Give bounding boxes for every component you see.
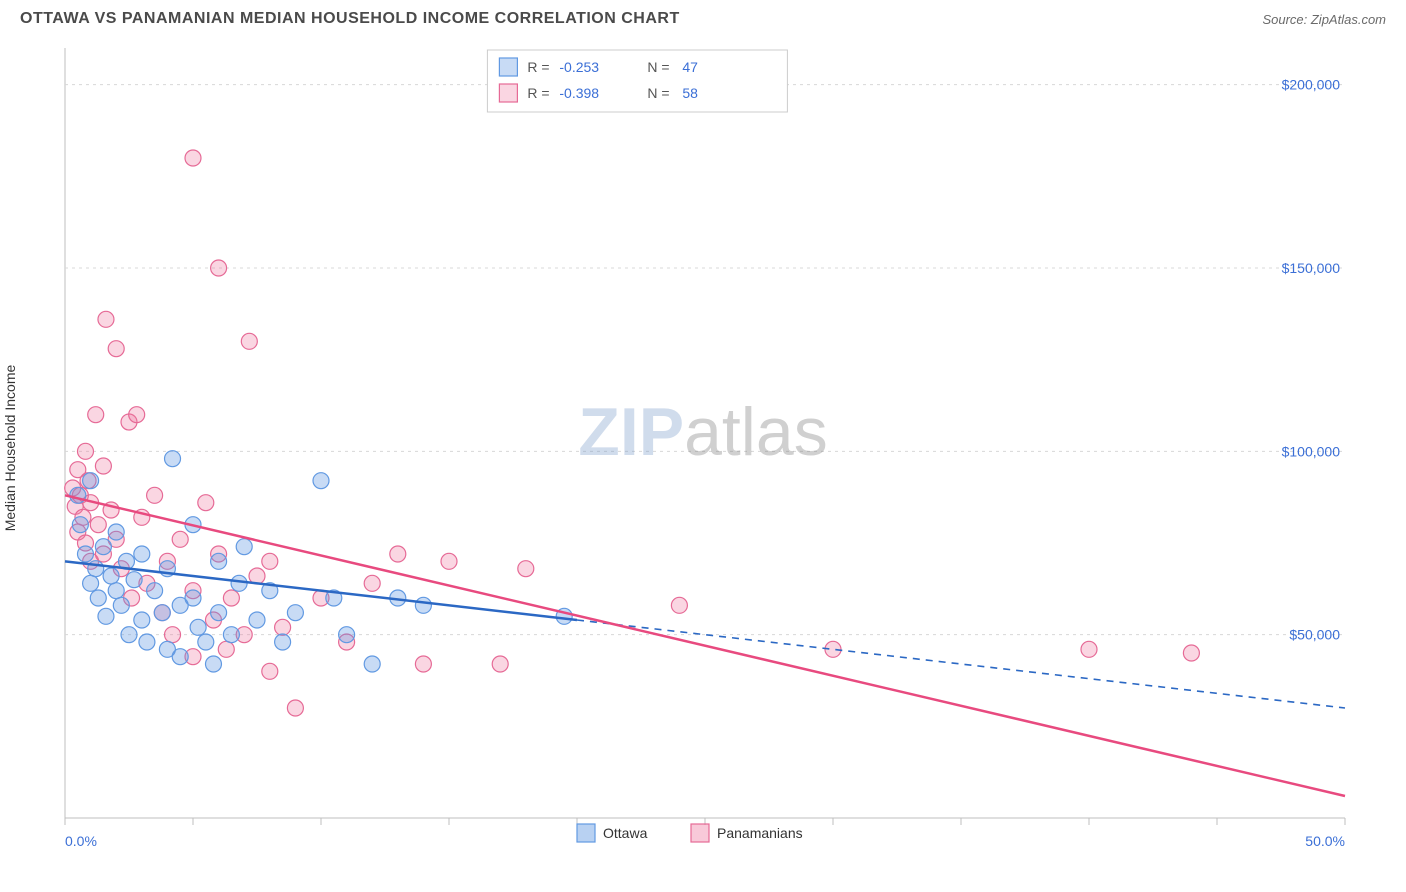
scatter-point [518,561,534,577]
legend-n-label: N = [647,85,669,101]
chart-source: Source: ZipAtlas.com [1262,12,1386,27]
scatter-point [129,407,145,423]
scatter-point [236,539,252,555]
legend-r-label: R = [527,85,549,101]
scatter-point [211,605,227,621]
scatter-point [98,608,114,624]
trend-line [65,495,1345,796]
scatter-point [83,473,99,489]
chart-area: Median Household Income ZIPatlas $50,000… [20,38,1386,858]
scatter-point [313,473,329,489]
scatter-point [390,546,406,562]
scatter-chart: $50,000 $100,000 $150,000 $200,000 0.0% 50.0%… [20,38,1386,868]
y-tick-label: $200,000 [1282,77,1341,93]
scatter-point [190,619,206,635]
scatter-point [83,575,99,591]
legend-swatch [691,824,709,842]
scatter-point [77,443,93,459]
scatter-point [671,597,687,613]
scatter-point [231,575,247,591]
scatter-point [90,517,106,533]
scatter-point [147,583,163,599]
scatter-point [95,458,111,474]
scatter-point [364,656,380,672]
scatter-point [275,634,291,650]
scatter-point [108,341,124,357]
scatter-point [172,649,188,665]
legend-n-value: 47 [682,59,698,75]
legend-swatch [577,824,595,842]
scatter-point [492,656,508,672]
scatter-point [154,605,170,621]
legend-series-label: Panamanians [717,825,803,841]
scatter-point [172,531,188,547]
scatter-point [108,524,124,540]
scatter-point [249,612,265,628]
trend-line [65,561,577,620]
scatter-point [223,627,239,643]
scatter-point [165,451,181,467]
scatter-point [121,627,137,643]
legend-swatch [499,84,517,102]
y-tick-label: $50,000 [1289,627,1340,643]
scatter-point [287,605,303,621]
scatter-point [415,597,431,613]
chart-title: OTTAWA VS PANAMANIAN MEDIAN HOUSEHOLD IN… [20,10,680,28]
legend-r-value: -0.253 [559,59,599,75]
legend-r-label: R = [527,59,549,75]
scatter-point [185,590,201,606]
scatter-point [134,612,150,628]
legend-n-label: N = [647,59,669,75]
scatter-point [185,150,201,166]
scatter-point [90,590,106,606]
scatter-point [211,260,227,276]
scatter-point [77,546,93,562]
scatter-point [287,700,303,716]
scatter-point [108,583,124,599]
x-tick-label: 50.0% [1305,833,1345,849]
scatter-point [364,575,380,591]
scatter-point [147,487,163,503]
legend-bottom: Ottawa Panamanians [577,824,803,842]
scatter-point [126,572,142,588]
scatter-point [198,634,214,650]
scatter-point [339,627,355,643]
scatter-point [139,634,155,650]
scatter-point [211,553,227,569]
scatter-point [198,495,214,511]
scatter-point [98,311,114,327]
scatter-point [95,539,111,555]
y-axis-label: Median Household Income [2,365,18,532]
scatter-point [1183,645,1199,661]
scatter-point [88,407,104,423]
scatter-point [218,641,234,657]
scatter-point [262,553,278,569]
scatter-point [223,590,239,606]
trend-line-extrapolated [577,620,1345,708]
legend-n-value: 58 [682,85,698,101]
chart-header: OTTAWA VS PANAMANIAN MEDIAN HOUSEHOLD IN… [0,0,1406,33]
scatter-point [262,663,278,679]
scatter-point [72,517,88,533]
scatter-point [1081,641,1097,657]
legend-swatch [499,58,517,76]
scatter-point [441,553,457,569]
scatter-point [241,333,257,349]
scatter-point [134,546,150,562]
scatter-point [205,656,221,672]
scatter-point [415,656,431,672]
y-tick-label: $100,000 [1282,443,1341,459]
legend-series-label: Ottawa [603,825,648,841]
legend-r-value: -0.398 [559,85,599,101]
scatter-point [113,597,129,613]
scatter-point [165,627,181,643]
y-tick-label: $150,000 [1282,260,1341,276]
scatter-point [275,619,291,635]
x-tick-label: 0.0% [65,833,97,849]
scatter-point [103,568,119,584]
